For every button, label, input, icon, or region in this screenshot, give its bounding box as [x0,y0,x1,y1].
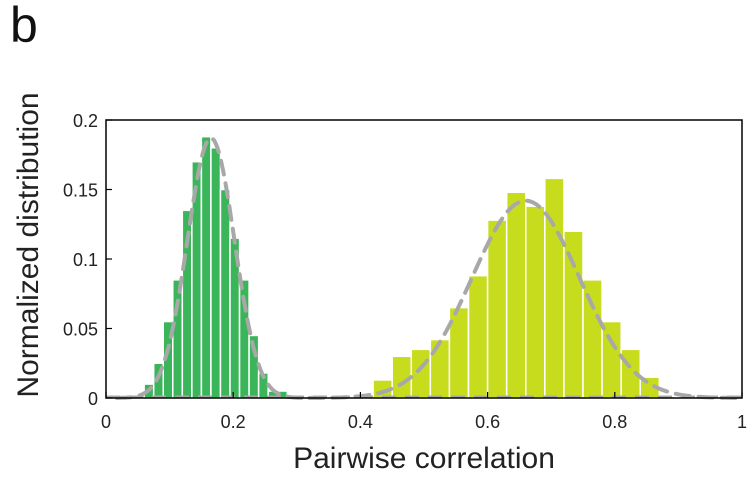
histogram-bar [200,135,212,399]
panel-label: b [10,0,38,53]
x-tick-label: 0 [101,412,111,432]
fit-curves-layer [106,135,744,400]
histogram-bar [219,188,231,399]
histogram-bar [582,279,603,399]
y-tick-label: 0.2 [73,111,98,131]
histogram-bar [410,348,432,399]
histogram-bar [525,205,546,399]
y-tick-label: 0.05 [63,320,98,340]
histogram-bar [172,279,184,399]
y-tick-label: 0 [88,389,98,409]
gaussian-fit-curve [307,198,744,400]
bars-layer [124,135,661,399]
histogram-bar [210,147,222,399]
histogram-bar [429,338,451,399]
y-tick-label: 0.1 [73,250,98,270]
x-axis-label: Pairwise correlation [293,442,555,475]
y-axis-label: Normalized distribution [12,92,45,397]
y-tick-label: 0.15 [63,181,98,201]
x-tick-label: 0.8 [602,412,627,432]
histogram-bar [563,230,584,399]
histogram-bar [505,191,527,399]
histogram-bar [544,177,565,399]
x-ticks: 0 0.2 0.4 0.6 0.8 1 [101,392,747,432]
y-ticks: 0 0.05 0.1 0.15 0.2 [63,111,112,409]
histogram-bar [601,320,622,399]
histogram-bar [467,274,489,399]
x-tick-label: 1 [737,412,747,432]
x-tick-label: 0.6 [475,412,500,432]
x-tick-label: 0.4 [348,412,373,432]
histogram-bar [486,219,508,399]
x-tick-label: 0.2 [221,412,246,432]
gaussian-fit-curve [114,135,308,400]
